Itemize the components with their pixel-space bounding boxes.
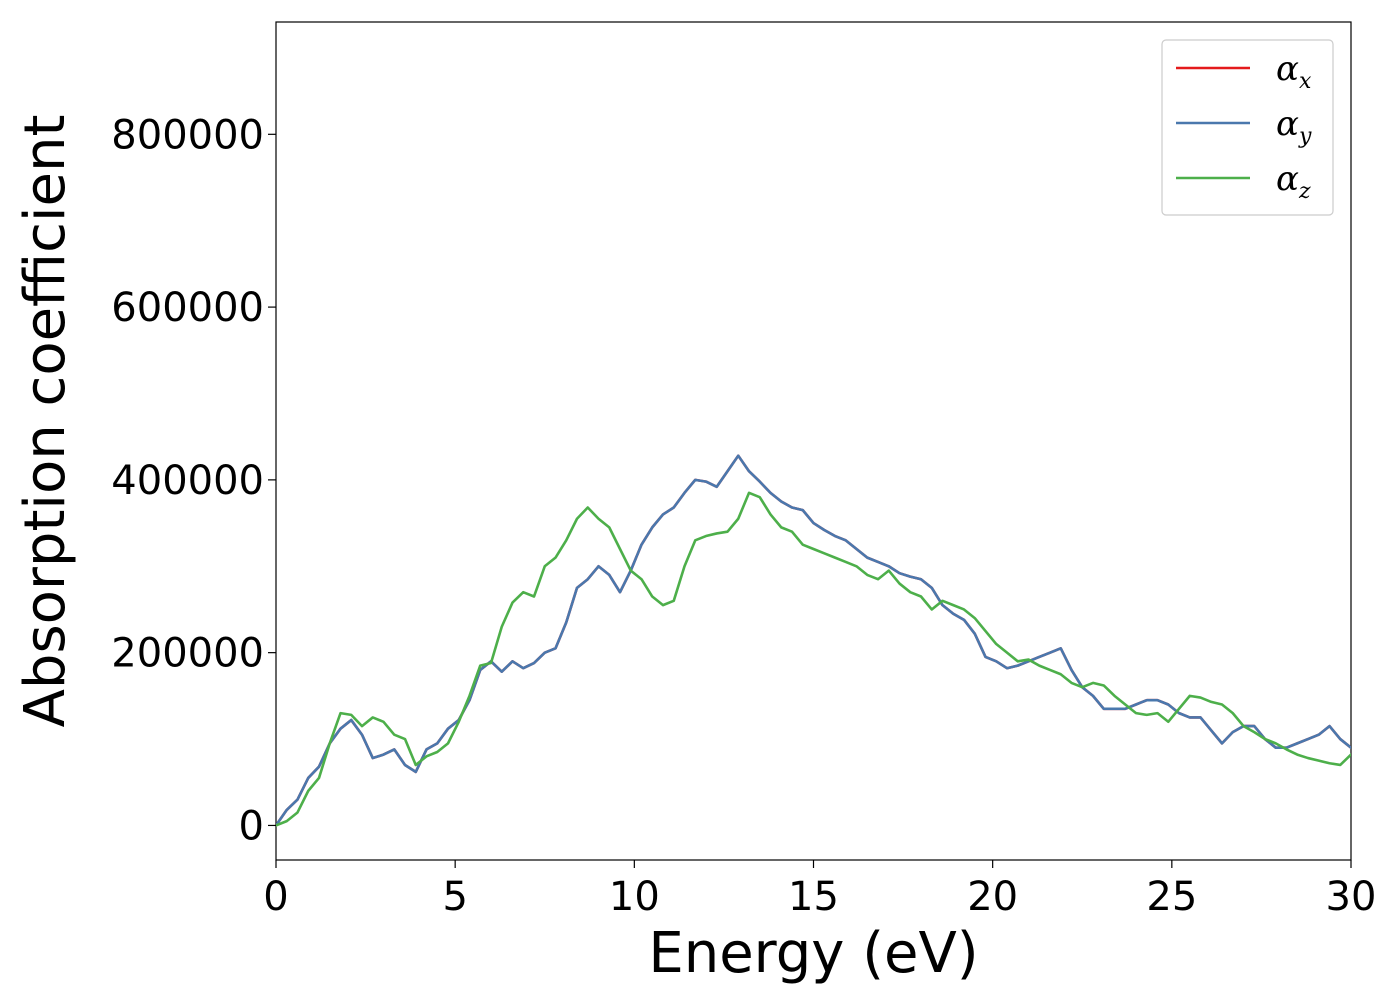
x-tick-label: 10 (609, 874, 660, 920)
legend-label-y: αy (1276, 104, 1312, 149)
series-line-αy (276, 454, 1351, 827)
x-tick-label: 25 (1146, 874, 1197, 920)
x-tick-label: 15 (788, 874, 839, 920)
legend-label-z: αz (1276, 159, 1311, 204)
x-tick-label: 30 (1326, 874, 1377, 920)
y-axis: 0 200000 400000 600000 800000 (111, 112, 276, 849)
series-layer (276, 454, 1351, 827)
y-tick-label: 200000 (111, 631, 264, 677)
x-axis-title: Energy (eV) (648, 921, 978, 986)
y-tick-label: 800000 (111, 112, 264, 158)
x-tick-label: 0 (263, 874, 288, 920)
x-tick-label: 20 (967, 874, 1018, 920)
x-axis: 0 5 10 15 20 25 30 (263, 860, 1376, 920)
y-tick-label: 0 (239, 803, 264, 849)
y-axis-title: Absorption coefficient (13, 115, 78, 728)
legend-box (1161, 39, 1334, 216)
series-line-αz (276, 491, 1351, 827)
x-tick-label: 5 (442, 874, 467, 920)
legend-label-x: αx (1276, 49, 1312, 94)
legend: αx αy αz (1161, 39, 1334, 216)
y-tick-label: 600000 (111, 285, 264, 331)
y-tick-label: 400000 (111, 458, 264, 504)
